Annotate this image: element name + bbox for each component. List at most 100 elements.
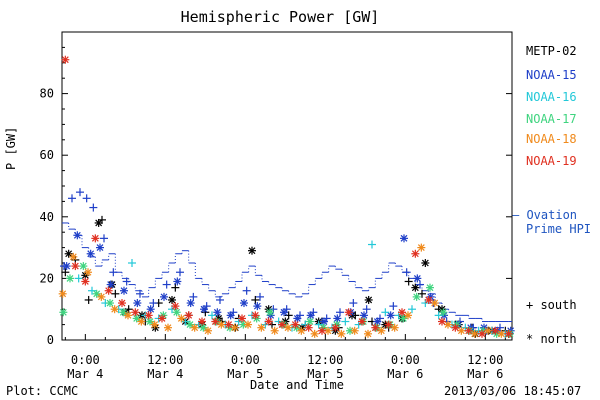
point-noaa-18-north: [204, 326, 212, 335]
x-tick-label-time: 12:00: [307, 353, 343, 367]
point-noaa-19-north: [411, 249, 420, 258]
point-noaa-15-north: [213, 308, 222, 317]
point-noaa-17-north: [426, 283, 434, 292]
point-noaa-17-north: [92, 289, 101, 298]
point-noaa-15-south: [136, 289, 144, 298]
point-metp-02-north: [421, 259, 430, 267]
point-noaa-19-north: [171, 302, 180, 311]
point-noaa-15-north: [226, 311, 235, 320]
y-tick-label: 60: [40, 148, 54, 162]
point-noaa-15-south: [149, 299, 158, 308]
legend-ovation-line1: — Ovation: [512, 208, 578, 222]
point-noaa-15-north: [373, 317, 382, 326]
point-noaa-15-north: [86, 249, 95, 258]
point-noaa-19-north: [251, 311, 260, 320]
point-noaa-18-north: [337, 329, 346, 338]
point-metp-02-north: [94, 218, 103, 227]
point-noaa-18-north: [390, 323, 399, 332]
point-noaa-18-north: [430, 299, 439, 308]
point-noaa-15-north: [293, 314, 302, 323]
point-noaa-15-south: [100, 234, 108, 243]
point-noaa-15-north: [360, 311, 368, 320]
point-noaa-19-north: [478, 329, 486, 338]
point-noaa-18-north: [58, 289, 67, 298]
point-metp-02-north: [364, 295, 373, 304]
point-noaa-15-south: [68, 194, 76, 203]
point-noaa-18-north: [270, 326, 279, 335]
x-tick-label-time: 12:00: [147, 353, 183, 367]
point-noaa-18-north: [84, 268, 92, 277]
point-noaa-17-north: [132, 314, 141, 323]
point-noaa-19-north: [278, 320, 286, 329]
x-tick-label-date: Mar 6: [467, 367, 503, 381]
point-noaa-19-north: [318, 326, 326, 335]
point-noaa-19-north: [358, 317, 366, 326]
point-noaa-18-north: [217, 320, 226, 329]
point-noaa-19-north: [344, 308, 353, 317]
x-tick-label-date: Mar 6: [387, 367, 423, 381]
point-noaa-17-north: [306, 317, 314, 326]
x-tick-label-date: Mar 4: [67, 367, 103, 381]
point-noaa-17-north: [266, 308, 274, 317]
point-noaa-15-south: [162, 280, 171, 289]
point-noaa-15-south: [76, 188, 84, 197]
point-noaa-18-north: [350, 326, 359, 335]
point-noaa-15-south: [242, 286, 251, 295]
point-noaa-15-south: [216, 295, 224, 304]
y-tick-label: 0: [47, 333, 54, 347]
point-noaa-16-south: [408, 305, 416, 314]
point-noaa-16-south: [208, 311, 216, 320]
point-noaa-16-south: [381, 308, 390, 317]
page-title: Hemispheric Power [GW]: [180, 8, 380, 26]
point-noaa-15-north: [386, 311, 395, 320]
x-tick-label-date: Mar 5: [227, 367, 263, 381]
point-noaa-19-north: [71, 262, 80, 271]
point-metp-02-south: [251, 295, 260, 304]
x-tick-label-time: 12:00: [467, 353, 503, 367]
point-noaa-19-north: [398, 308, 406, 317]
point-noaa-15-south: [349, 299, 358, 308]
plot-credit: Plot: CCMC: [6, 384, 79, 398]
point-noaa-15-south: [122, 277, 131, 286]
point-noaa-18-north: [364, 329, 372, 338]
point-noaa-19-north: [131, 308, 140, 317]
point-noaa-15-south: [416, 280, 424, 289]
legend-entry-noaa18: NOAA-18: [526, 132, 577, 146]
point-metp-02-south: [171, 283, 180, 292]
legend-south-symbol: + south: [526, 298, 577, 312]
point-noaa-17-north: [66, 274, 74, 283]
point-noaa-19-north: [144, 311, 153, 320]
point-noaa-16-south: [368, 240, 376, 249]
point-noaa-18-north: [110, 305, 119, 314]
legend-entry-noaa16: NOAA-16: [526, 90, 577, 104]
point-noaa-18-north: [177, 314, 186, 323]
point-noaa-18-north: [417, 243, 426, 252]
point-noaa-15-north: [280, 308, 288, 317]
point-noaa-19-north: [424, 295, 433, 304]
x-tick-label-time: 0:00: [71, 353, 100, 367]
point-noaa-18-north: [230, 323, 239, 332]
point-noaa-15-north: [106, 280, 115, 289]
point-metp-02-north: [248, 246, 256, 255]
x-tick-label-time: 0:00: [391, 353, 420, 367]
point-noaa-15-north: [173, 277, 182, 286]
point-metp-02-north: [168, 295, 176, 304]
point-noaa-19-north: [184, 311, 193, 320]
point-noaa-18-north: [69, 252, 78, 261]
point-noaa-15-north: [253, 302, 262, 311]
point-noaa-15-north: [186, 299, 195, 308]
point-noaa-17-north: [412, 292, 421, 301]
point-noaa-15-north: [133, 299, 142, 308]
point-noaa-19-north: [264, 317, 273, 326]
point-noaa-18-north: [244, 320, 252, 329]
point-noaa-16-south: [74, 274, 83, 283]
point-metp-02-south: [284, 311, 293, 320]
point-noaa-19-north: [158, 314, 166, 323]
x-axis-label: Date and Time: [250, 378, 344, 392]
point-noaa-19-north: [451, 323, 460, 332]
legend-entry-noaa17: NOAA-17: [526, 112, 577, 126]
y-tick-label: 80: [40, 87, 54, 101]
point-noaa-19-north: [61, 55, 70, 64]
point-noaa-18-north: [124, 311, 132, 320]
